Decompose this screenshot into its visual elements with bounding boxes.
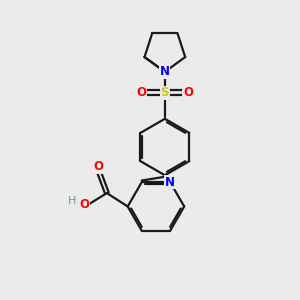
Text: H: H bbox=[68, 196, 76, 206]
Text: O: O bbox=[137, 86, 147, 99]
Text: O: O bbox=[93, 160, 103, 173]
Text: N: N bbox=[165, 176, 175, 188]
Text: O: O bbox=[183, 86, 193, 99]
Text: O: O bbox=[80, 199, 90, 212]
Text: N: N bbox=[160, 65, 170, 78]
Text: S: S bbox=[160, 86, 169, 99]
